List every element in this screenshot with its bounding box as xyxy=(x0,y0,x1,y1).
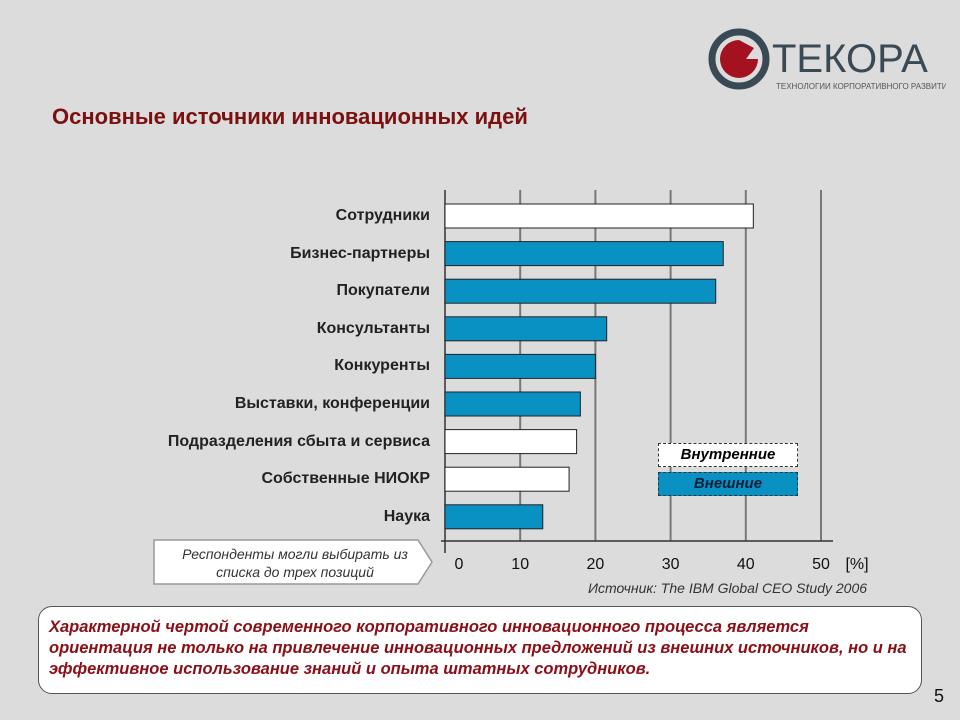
x-tick-label: 0 xyxy=(455,556,464,573)
category-label: Собственные НИОКР xyxy=(261,470,430,488)
note-callout xyxy=(153,539,433,585)
x-unit-label: [%] xyxy=(845,556,868,573)
logo-tagline: ТЕХНОЛОГИИ КОРПОРАТИВНОГО РАЗВИТИЯ xyxy=(776,82,946,91)
bar xyxy=(444,466,570,492)
legend-external: Внешние xyxy=(658,472,798,496)
logo-name: ТЕКОРА xyxy=(772,37,928,81)
category-label: Покупатели xyxy=(336,282,430,300)
x-tick-label: 10 xyxy=(511,556,529,573)
page-number: 5 xyxy=(934,686,945,706)
bar xyxy=(444,391,581,417)
category-label: Выставки, конференции xyxy=(234,395,430,412)
category-label: Консультанты xyxy=(316,319,430,337)
bar xyxy=(444,241,724,267)
category-label: Бизнес-партнеры xyxy=(290,244,430,262)
x-tick-label: 50 xyxy=(812,556,830,573)
note-text: Респонденты могли выбирать из списка до … xyxy=(182,546,408,580)
bar xyxy=(444,353,596,379)
bar xyxy=(444,316,608,342)
category-label: Подразделения сбыта и сервиса xyxy=(167,432,430,450)
page-title: Основные источники инновационных идей xyxy=(52,104,528,129)
category-label: Конкуренты xyxy=(334,357,430,375)
logo: ТЕКОРА ТЕХНОЛОГИИ КОРПОРАТИВНОГО РАЗВИТИ… xyxy=(708,28,946,91)
bar xyxy=(444,429,578,455)
bar xyxy=(444,203,754,229)
legend-internal: Внутренние xyxy=(658,443,798,467)
summary-box: Характерной чертой современного корпорат… xyxy=(38,606,922,694)
category-label: Сотрудники xyxy=(335,207,430,224)
bar xyxy=(444,504,544,530)
x-tick-label: 40 xyxy=(737,556,755,573)
category-label: Наука xyxy=(383,507,430,525)
bar xyxy=(444,278,717,304)
x-tick-label: 20 xyxy=(587,556,605,573)
source-text: Источник: The IBM Global CEO Study 2006 xyxy=(588,580,868,596)
x-tick-label: 30 xyxy=(662,556,680,573)
